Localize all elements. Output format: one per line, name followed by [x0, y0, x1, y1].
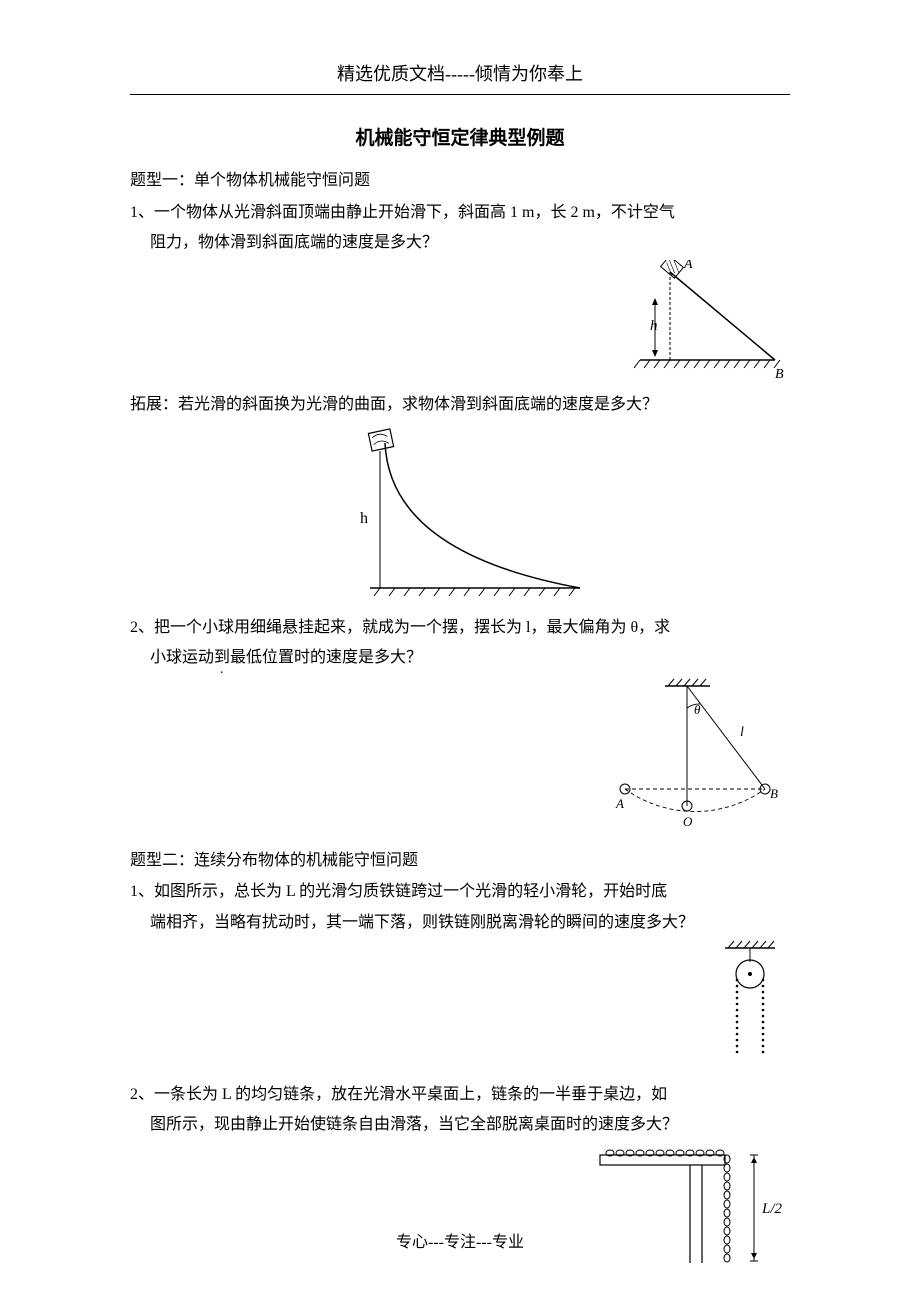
- figure-curve-container: h: [130, 423, 790, 603]
- page-header: 精选优质文档-----倾情为你奉上: [130, 60, 790, 86]
- figure-pulley: [710, 940, 790, 1070]
- problem-2-1-line2: 端相齐，当略有扰动时，其一端下落，则铁链刚脱离滑轮的瞬间的速度多大？: [130, 910, 790, 936]
- pendulum-B: B: [770, 786, 778, 801]
- annotation-dot: .: [220, 662, 224, 678]
- problem-1-1-line2: 阻力，物体滑到斜面底端的速度是多大？: [130, 230, 790, 256]
- extension-text: 拓展：若光滑的斜面换为光滑的曲面，求物体滑到斜面底端的速度是多大？: [130, 392, 790, 418]
- table-label-L2: L/2: [761, 1201, 783, 1217]
- problem-1-1-line1: 1、一个物体从光滑斜面顶端由静止开始滑下，斜面高 1 m，长 2 m，不计空气: [130, 200, 790, 226]
- problem-2-2-line2: 图所示，现由静止开始使链条自由滑落，当它全部脱离桌面时的速度多大？: [130, 1112, 790, 1138]
- incline-label-B: B: [775, 367, 784, 380]
- curve-label-h: h: [360, 510, 368, 527]
- page-footer: 专心---专注---专业: [0, 1228, 920, 1252]
- figure-table-chain: L/2: [590, 1143, 790, 1273]
- problem-2-2-line1: 2、一条长为 L 的均匀链条，放在光滑水平桌面上，链条的一半垂于桌边，如: [130, 1082, 790, 1108]
- figure-curve: h: [330, 423, 590, 603]
- figure-pendulum: θ l A B O: [610, 676, 790, 836]
- figure-pendulum-container: θ l A B O: [130, 676, 790, 836]
- problem-1-2-line2: 小球运动到最低位置时的速度是多大？: [130, 645, 790, 671]
- main-title: 机械能守恒定律典型例题: [130, 123, 790, 150]
- incline-label-h: h: [650, 318, 658, 334]
- section-2-title: 题型二：连续分布物体的机械能守恒问题: [130, 848, 790, 874]
- problem-2-1-line1: 1、如图所示，总长为 L 的光滑匀质铁链跨过一个光滑的轻小滑轮，开始时底: [130, 879, 790, 905]
- figure-pulley-container: [130, 940, 790, 1070]
- incline-label-A: A: [683, 260, 693, 272]
- figure-table-container: L/2: [130, 1143, 790, 1273]
- section-1-title: 题型一：单个物体机械能守恒问题: [130, 168, 790, 194]
- pendulum-A: A: [615, 796, 624, 811]
- figure-incline: h A B: [620, 260, 790, 380]
- figure-incline-container: h A B: [130, 260, 790, 380]
- header-divider: [130, 94, 790, 95]
- pendulum-theta: θ: [694, 702, 701, 717]
- pendulum-l: l: [740, 725, 744, 740]
- pendulum-O: O: [683, 814, 693, 829]
- problem-1-2-line1: 2、把一个小球用细绳悬挂起来，就成为一个摆，摆长为 l，最大偏角为 θ，求: [130, 615, 790, 641]
